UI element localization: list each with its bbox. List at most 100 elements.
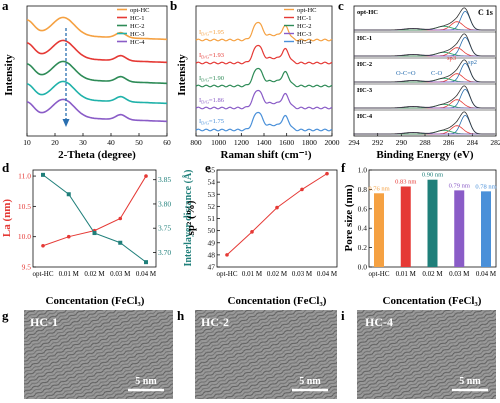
panel-f-bar-label: 0.83 nm [395, 178, 416, 185]
panel-d-frame [32, 169, 157, 268]
panel-f-bar [427, 179, 438, 267]
panel-f-bar [481, 191, 491, 267]
panel-a-curve-HC-2 [26, 60, 168, 85]
panel-c-peak-sp2: sp2 [468, 59, 477, 66]
panel-h-tem-texture [195, 310, 337, 399]
panel-c-xtick-label: 294 [348, 138, 360, 147]
panel-f-plot: 0.76 nm 0.83 nm 0.90 nm 0.79 nm 0.78 nm [368, 172, 497, 267]
panel-f-bar [454, 190, 465, 267]
panel-f-bar [374, 193, 384, 267]
panel-i-tem-texture [357, 310, 496, 399]
panel-c-sample-label: HC-2 [357, 61, 372, 68]
panel-f-xlabel: Concentation (FeCl₃) [383, 295, 482, 307]
panel-i-scale-label: 5 nm [459, 376, 481, 387]
panel-c-component-peak [354, 88, 495, 109]
panel-d-point [41, 172, 45, 177]
panel-e-xtick-label: opt-HC [217, 270, 238, 278]
panel-f-ticks: opt-HC 0.01 M 0.02 M 0.03 M 0.04 M0.00.20.40… [358, 166, 497, 279]
panel-a-legend-label: HC-3 [130, 31, 144, 38]
panel-d-ylabel-right: Interlayer distance (Å) [182, 169, 194, 266]
panel-d-point [66, 192, 71, 197]
panel-c-envelope [354, 85, 495, 109]
panel-a-curve-HC-4 [26, 98, 168, 123]
panel-g: g HC-1 5 nm [2, 308, 173, 399]
panel-e-point [250, 230, 254, 234]
panel-b-legend-label: HC-1 [297, 15, 311, 22]
panel-d-xtick-label: 0.03 M [110, 270, 131, 278]
panel-g-letter: g [2, 308, 9, 323]
panel-d-point [66, 234, 71, 239]
panel-e-ytick-label: 52 [208, 202, 216, 211]
panel-h-scale-label: 5 nm [299, 376, 321, 387]
panel-c-title: C 1s [478, 8, 493, 17]
panel-f: f opt-HC 0.01 M 0.02 M 0.03 M 0.04 M0.00.20.… [341, 160, 497, 307]
panel-e-plot [225, 171, 329, 257]
panel-b-curves [195, 21, 333, 132]
panel-a-ticks: 10 20 30 40 50 60 [23, 133, 171, 147]
panel-f-xtick-label: 0.02 M [422, 270, 443, 278]
panel-c-peak-sp3: sp3 [447, 55, 456, 62]
panel-b-legend-label: HC-3 [297, 31, 311, 38]
panel-f-ytick-label: 0.6 [358, 204, 368, 213]
panel-e-frame [216, 169, 338, 268]
panel-a-curves [26, 16, 168, 123]
panel-e-ytick-label: 55 [208, 166, 216, 175]
panel-a-legend-label: HC-2 [130, 23, 144, 30]
panel-b-xtick-label: 800 [190, 138, 202, 147]
panel-d-ytick-label: 10.0 [18, 232, 31, 241]
panel-b-curve-opt-HC [195, 21, 333, 42]
panel-f-xtick-label: 0.03 M [449, 270, 470, 278]
panel-d-ytick-label: 11.0 [18, 172, 31, 181]
panel-d: d opt-HC 0.01 M 0.02 M 0.03 M 0.04 M 9.5 10.0 1… [1, 160, 194, 307]
panel-d-right-ytick-label: 3.75 [158, 224, 171, 233]
panel-f-bar-label: 0.76 nm [368, 185, 389, 192]
panel-b-legend-label: HC-2 [297, 23, 311, 30]
panel-a-xtick-label: 20 [51, 138, 59, 147]
panel-h-sample-label: HC-2 [201, 315, 229, 329]
panel-e-ytick-label: 50 [208, 226, 216, 235]
panel-e: e opt-HC 0.01 M 0.02 M 0.03 M 0.04 M 47 48 49 50… [185, 160, 338, 307]
panel-a-xtick-label: 60 [163, 138, 171, 147]
panel-c-envelope [354, 33, 495, 57]
panel-c-xtick-label: 292 [372, 138, 384, 147]
panel-g-tem-texture [24, 310, 173, 399]
panel-d-point [41, 243, 45, 248]
panel-c-frame [353, 5, 497, 137]
panel-b-legend-label: HC-4 [297, 39, 312, 46]
panel-f-ylabel: Pore size (nm) [343, 184, 355, 251]
panel-c-envelope [354, 59, 495, 83]
panel-f-ytick-label: 0.4 [358, 224, 368, 233]
panel-d-xlabel: Concentation (FeCl₃) [46, 295, 145, 307]
panel-b-xtick-label: 1200 [234, 138, 249, 147]
panel-a-curve-HC-1 [26, 39, 168, 64]
panel-a-xtick-label: 10 [23, 138, 31, 147]
panel-f-bar-label: 0.78 nm [475, 183, 496, 190]
panel-d-right-ytick-label: 3.70 [158, 248, 171, 257]
panel-e-point [225, 253, 229, 257]
panel-a-arrowhead [62, 119, 70, 127]
panel-a-letter: a [2, 0, 9, 13]
panel-c-xtick-label: 290 [396, 138, 408, 147]
panel-b-ylabel: Intensity [176, 54, 188, 96]
panel-c: c 294 292 290 288 286 284 282 opt-HC HC-1 HC-2 HC… [338, 0, 500, 161]
panel-f-xtick-label: opt-HC [369, 270, 390, 278]
panel-c-xlabel: Binding Energy (eV) [376, 149, 474, 161]
panel-e-xtick-label: 0.02 M [267, 270, 288, 278]
panel-f-xtick-label: 0.04 M [476, 270, 497, 278]
panel-a-curve-HC-3 [26, 80, 168, 105]
panel-b-xtick-label: 2000 [325, 138, 340, 147]
panel-i-sample-label: HC-4 [365, 315, 393, 329]
panel-b-curve-HC-4 [195, 111, 333, 132]
panel-c-spectra: opt-HC HC-1 HC-2 HC-3 HC-4 [354, 7, 496, 135]
panel-e-ytick-label: 48 [208, 250, 216, 259]
panel-d-point [144, 260, 148, 265]
panel-d-xtick-label: 0.02 M [84, 270, 105, 278]
panel-a-legend-label: HC-1 [130, 15, 144, 22]
panel-e-point [300, 187, 304, 192]
panel-d-line [42, 174, 147, 263]
panel-b-ratio-label: ID/G=1.95 [199, 29, 224, 37]
panel-d-xtick-label: 0.01 M [59, 270, 80, 278]
panel-b-ticks: 800 1000 1200 1400 1600 1800 2000 [190, 133, 340, 147]
